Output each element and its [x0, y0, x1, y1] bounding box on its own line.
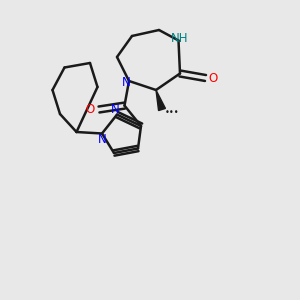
Polygon shape	[156, 90, 165, 111]
Text: N: N	[122, 76, 131, 89]
Text: N: N	[111, 103, 120, 116]
Text: NH: NH	[171, 32, 189, 46]
Text: O: O	[85, 103, 94, 116]
Text: O: O	[208, 71, 217, 85]
Text: •••: •••	[165, 108, 180, 117]
Text: N: N	[98, 133, 106, 146]
